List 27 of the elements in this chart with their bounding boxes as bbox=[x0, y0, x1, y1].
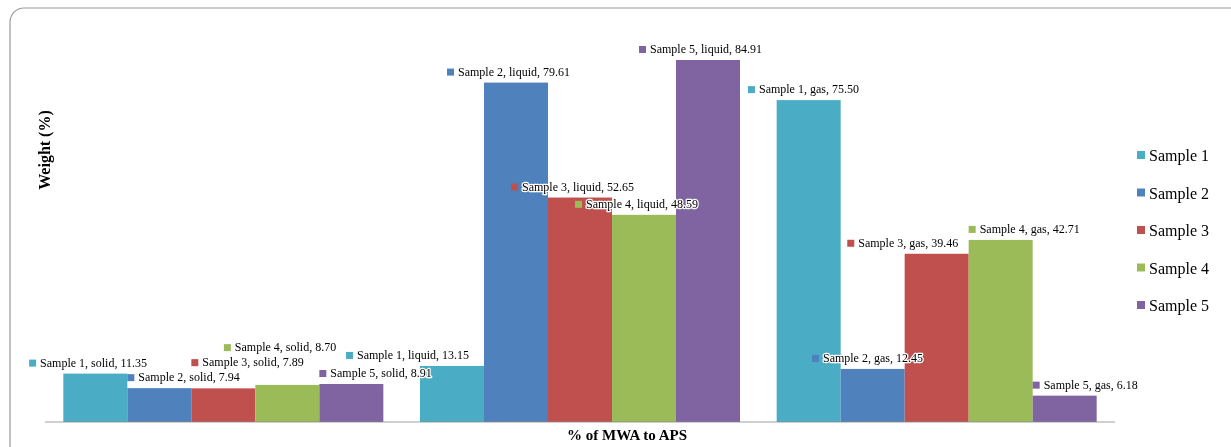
legend-label: Sample 2 bbox=[1149, 184, 1209, 203]
data-label: Sample 4, gas, 42.71 bbox=[979, 221, 1080, 236]
data-label: Sample 4, solid, 8.70 bbox=[234, 340, 337, 355]
bar bbox=[612, 214, 676, 422]
bar bbox=[191, 388, 256, 422]
legend-label: Sample 1 bbox=[1149, 147, 1209, 165]
bar bbox=[255, 384, 320, 422]
data-label: Sample 2, liquid, 79.61 bbox=[458, 64, 571, 79]
bar bbox=[63, 373, 128, 422]
bar bbox=[127, 388, 192, 422]
data-label: Sample 3, gas, 39.46 bbox=[858, 235, 959, 250]
legend-label: Sample 4 bbox=[1149, 259, 1209, 278]
bar bbox=[968, 239, 1033, 422]
data-label: Sample 3, solid, 7.89 bbox=[202, 355, 304, 370]
data-label: Sample 1, solid, 11.35 bbox=[40, 355, 147, 370]
y-axis-title: Weight (%) bbox=[36, 110, 54, 190]
bar bbox=[319, 384, 384, 422]
data-label: Sample 5, liquid, 84.91 bbox=[650, 42, 763, 56]
bar bbox=[840, 368, 905, 422]
data-label: Sample 5, gas, 6.18 bbox=[1043, 377, 1138, 392]
data-label: Sample 1, gas, 75.50 bbox=[758, 82, 859, 97]
legend-label: Sample 3 bbox=[1149, 222, 1209, 240]
data-label: Sample 2, solid, 7.94 bbox=[138, 370, 240, 385]
x-axis-title: % of MWA to APS bbox=[567, 427, 687, 443]
data-label: Sample 1, liquid, 13.15 bbox=[357, 347, 470, 362]
legend-label: Sample 5 bbox=[1149, 297, 1209, 315]
bar bbox=[1032, 395, 1097, 422]
